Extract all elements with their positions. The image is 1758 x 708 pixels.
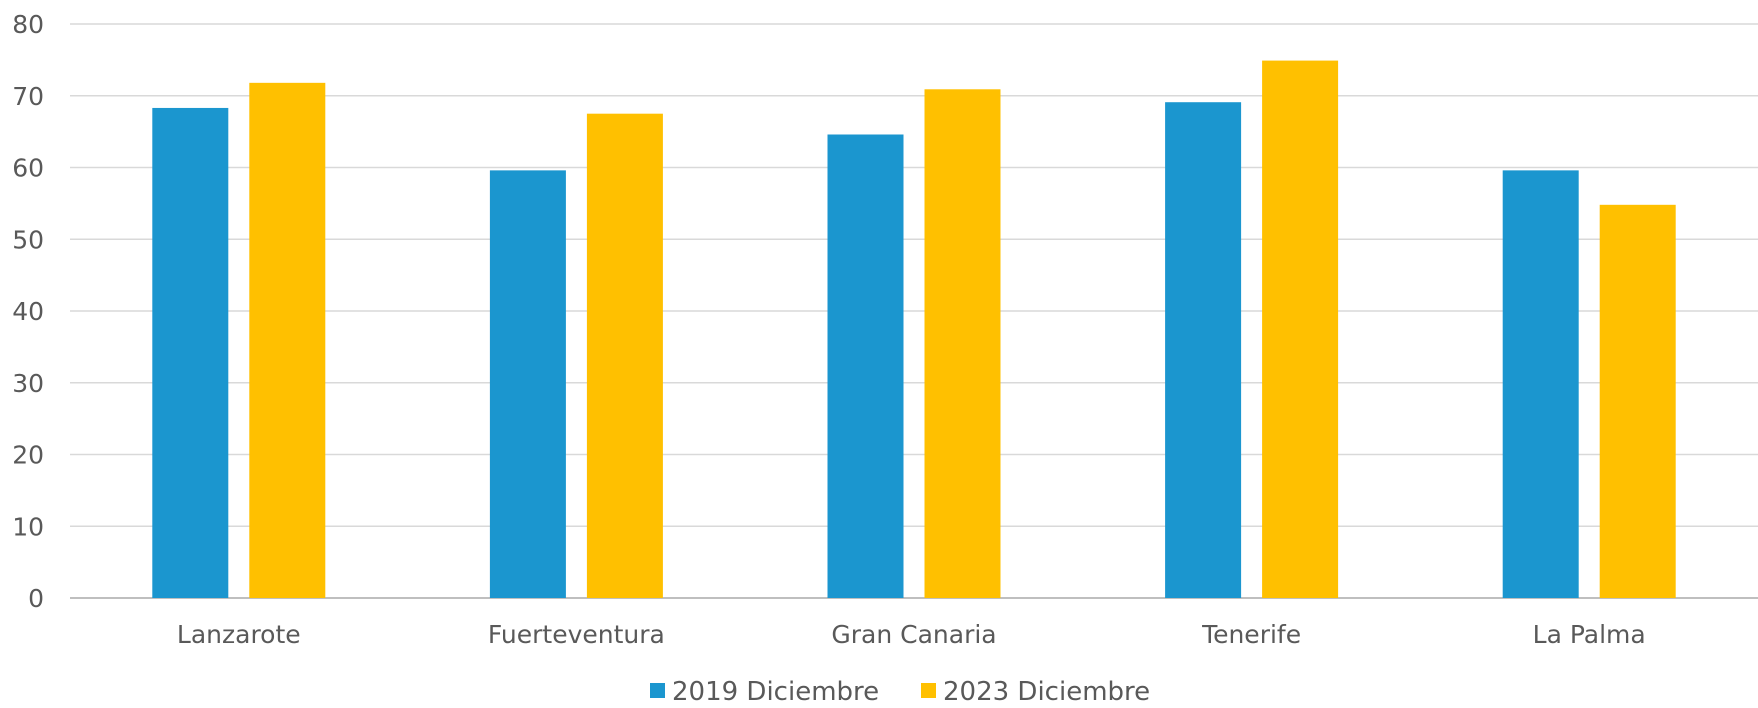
bar-fuerteventura-2019: [489, 170, 566, 598]
y-tick-label: 40: [12, 297, 44, 326]
legend: 2019 Diciembre 2023 Diciembre: [650, 677, 1150, 707]
legend-swatch: [650, 683, 665, 698]
bar-tenerife-2019: [1165, 102, 1242, 599]
bar-la-palma-2023: [1599, 204, 1676, 598]
legend-label: 2023 Diciembre: [943, 677, 1150, 704]
bar-fuerteventura-2023: [586, 113, 663, 598]
y-tick-label: 20: [12, 441, 44, 470]
bar-gran-canaria-2019: [827, 134, 904, 598]
bars: [152, 60, 1676, 599]
bar-tenerife-2023: [1262, 60, 1339, 598]
y-axis-ticks: 0 10 20 30 40 50 60 70 80: [12, 10, 44, 613]
legend-swatch: [921, 683, 936, 698]
bar-gran-canaria-2023: [924, 89, 1001, 598]
legend-label: 2019 Diciembre: [672, 677, 879, 704]
gridlines: [70, 23, 1758, 599]
y-tick-label: 70: [12, 82, 44, 111]
x-category-label: Lanzarote: [177, 620, 301, 649]
y-tick-label: 10: [12, 512, 44, 541]
y-tick-label: 80: [12, 10, 44, 39]
bar-lanzarote-2019: [152, 107, 229, 598]
y-tick-label: 30: [12, 369, 44, 398]
x-category-label: Fuerteventura: [488, 620, 665, 649]
bar-lanzarote-2023: [249, 82, 326, 598]
x-axis-labels: Lanzarote Fuerteventura Gran Canaria Teneri…: [177, 620, 1646, 649]
x-category-label: Gran Canaria: [831, 620, 996, 649]
x-category-label: La Palma: [1533, 620, 1646, 649]
y-tick-label: 50: [12, 225, 44, 254]
y-tick-label: 0: [28, 584, 44, 613]
x-category-label: Tenerife: [1201, 620, 1301, 649]
y-tick-label: 60: [12, 154, 44, 183]
bar-la-palma-2019: [1502, 170, 1579, 598]
